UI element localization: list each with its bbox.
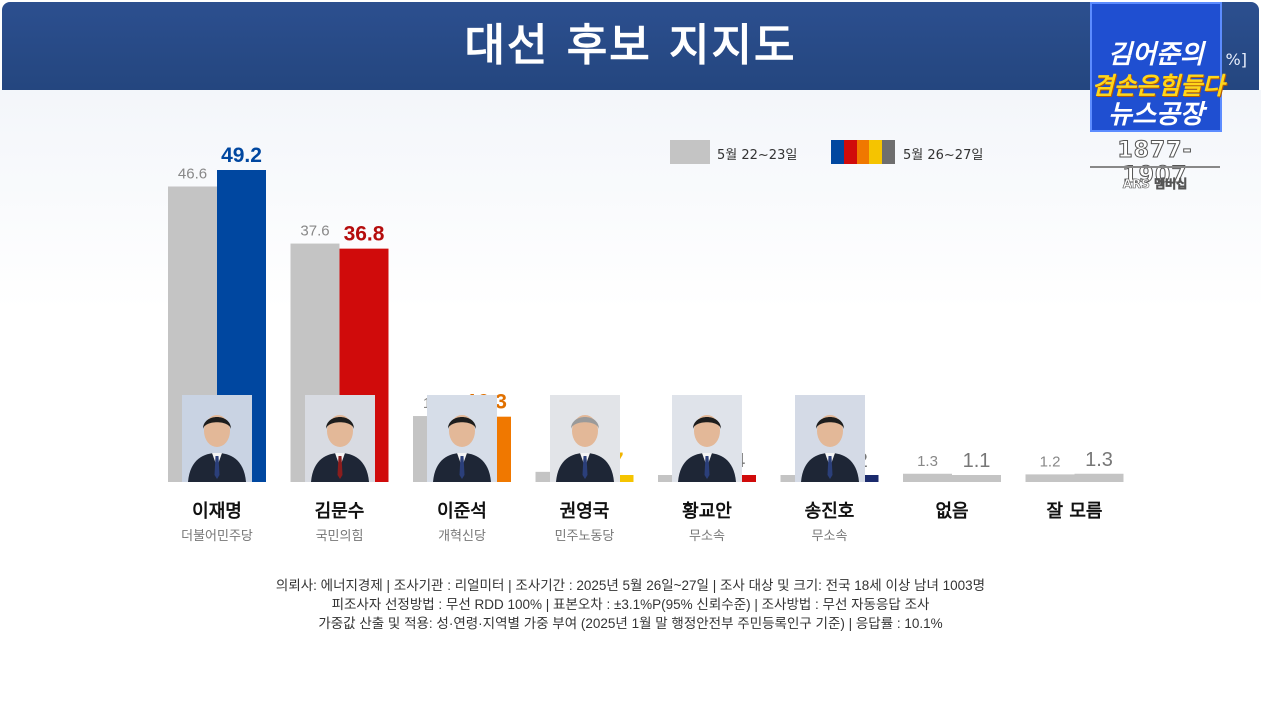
unit-label: %] [1225, 50, 1247, 69]
candidate-name-7: 잘 모름 [1046, 501, 1103, 522]
bar-previous-7 [1025, 474, 1075, 482]
logo-divider [1090, 166, 1220, 168]
candidate-party-2: 개혁신당 [438, 529, 486, 544]
data-label-current-7: 1.3 [1085, 449, 1113, 471]
data-label-current-1: 36.8 [344, 223, 385, 246]
candidate-party-5: 무소속 [811, 529, 848, 544]
bar-current-7 [1074, 473, 1124, 482]
survey-footnote: 의뢰사: 에너지경제 | 조사기관 : 리얼미터 | 조사기간 : 2025년 … [0, 576, 1261, 633]
data-label-current-0: 49.2 [221, 144, 262, 167]
candidate-photo-2 [427, 395, 497, 482]
candidate-party-4: 무소속 [689, 529, 725, 544]
candidate-party-1: 국민의힘 [315, 529, 364, 544]
legend-swatch-current [831, 140, 895, 164]
data-label-previous-0: 46.6 [178, 165, 207, 182]
candidate-name-0: 이재명 [192, 501, 242, 522]
legend-swatch-previous [670, 140, 710, 164]
logo-subtitle: ARS 멤버십 [1122, 177, 1188, 192]
candidate-party-0: 더불어민주당 [181, 529, 253, 544]
candidate-photo-1 [304, 395, 375, 482]
title-bar: 대선 후보 지지도 %] [2, 2, 1259, 90]
candidate-name-3: 권영국 [559, 501, 610, 522]
bar-current-6 [952, 475, 1001, 482]
candidate-photo-5 [794, 395, 865, 482]
footnote-line1: 의뢰사: 에너지경제 | 조사기관 : 리얼미터 | 조사기간 : 2025년 … [275, 578, 986, 593]
data-label-previous-7: 1.2 [1040, 453, 1061, 470]
footnote-line2: 피조사자 선정방법 : 무선 RDD 100% | 표본오차 : ±3.1%P(… [331, 597, 930, 612]
logo-text-line1: 김어준의 [1108, 40, 1204, 70]
candidate-photo-3 [549, 395, 620, 482]
candidate-photo-4 [672, 395, 742, 482]
program-logo: 김어준의 겸손은힘들다 뉴스공장 [1090, 2, 1224, 132]
data-label-previous-1: 37.6 [300, 223, 329, 240]
candidate-name-6: 없음 [935, 501, 969, 522]
footnote-line3: 가중값 산출 및 적용: 성·연령·지역별 가중 부여 (2025년 1월 말 … [318, 616, 943, 631]
legend-label-previous: 5월 22~23일 [717, 148, 798, 163]
logo-text-line2: 겸손은힘들다 [1091, 72, 1225, 100]
candidate-party-3: 민주노동당 [554, 529, 615, 544]
candidate-name-1: 김문수 [314, 501, 365, 522]
legend-label-current: 5월 26~27일 [903, 148, 984, 163]
bar-previous-6 [903, 473, 952, 482]
candidate-name-4: 황교안 [682, 501, 732, 522]
candidate-name-2: 이준석 [437, 501, 487, 522]
data-label-previous-6: 1.3 [917, 453, 938, 470]
data-label-current-6: 1.1 [963, 450, 991, 472]
candidate-name-5: 송진호 [804, 501, 855, 522]
logo-text-line3: 뉴스공장 [1108, 100, 1204, 130]
candidate-photo-0 [182, 395, 252, 482]
page-title: 대선 후보 지지도 [464, 20, 797, 71]
